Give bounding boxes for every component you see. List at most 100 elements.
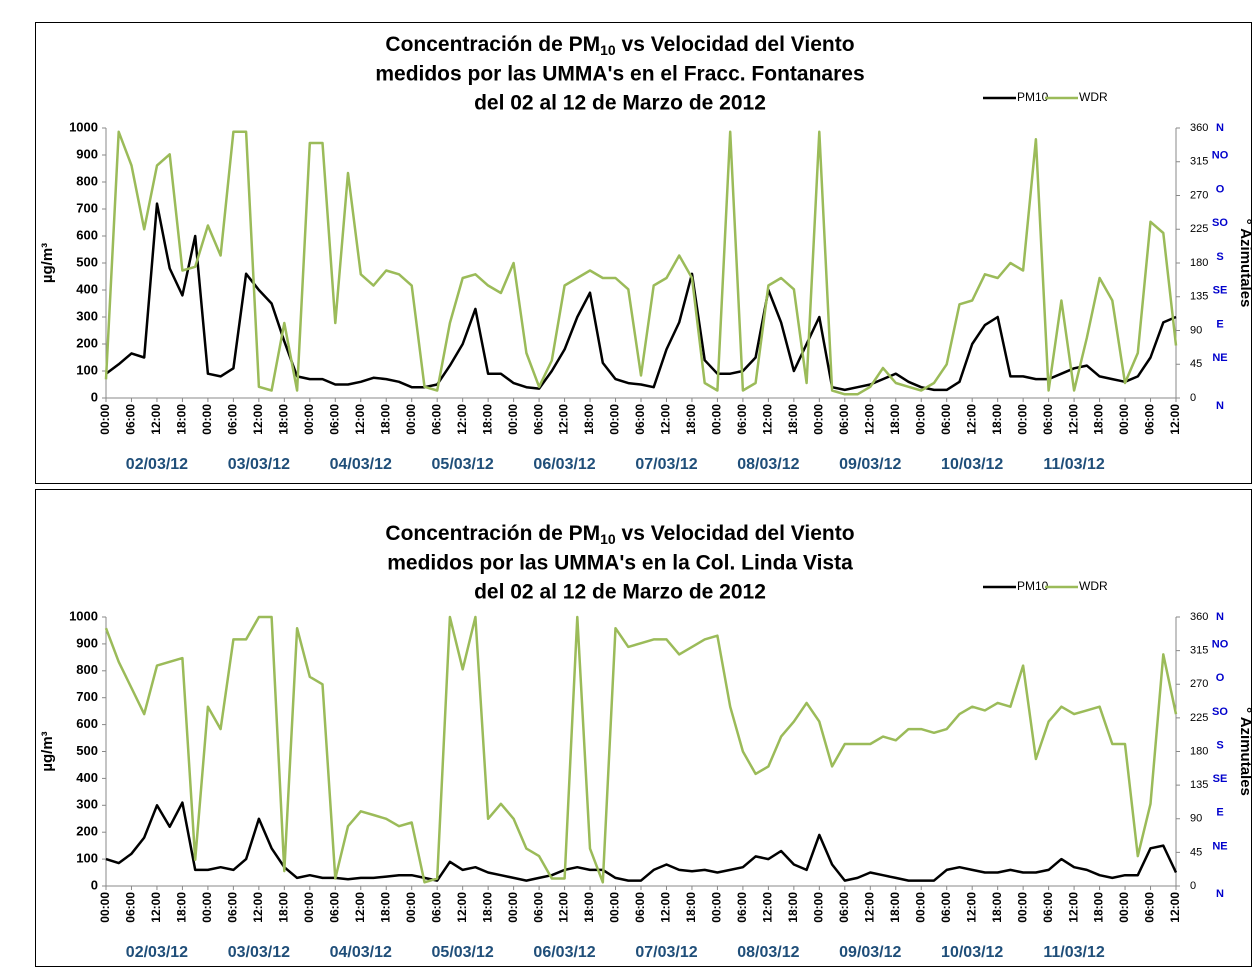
day-label: 02/03/12 <box>126 944 188 961</box>
x-tick-label: 06:00 <box>837 404 851 435</box>
x-tick-label: 12:00 <box>862 404 876 435</box>
x-tick-label: 00:00 <box>1117 892 1131 923</box>
y-tick-label: 100 <box>76 362 98 377</box>
legend-label: PM10 <box>1017 90 1049 104</box>
direction-label: SO <box>1212 706 1228 718</box>
x-tick-label: 06:00 <box>837 892 851 923</box>
x-tick-label: 00:00 <box>404 404 418 435</box>
x-tick-label: 18:00 <box>786 892 800 923</box>
x-tick-label: 00:00 <box>404 892 418 923</box>
y2-tick-label: 225 <box>1190 223 1208 235</box>
chart-title: medidos por las UMMA's en la Col. Linda … <box>387 552 853 575</box>
x-tick-label: 12:00 <box>455 404 469 435</box>
y-tick-label: 1000 <box>69 119 98 134</box>
day-label: 08/03/12 <box>737 456 799 473</box>
chart-title: medidos por las UMMA's en el Fracc. Font… <box>375 63 864 86</box>
x-tick-label: 18:00 <box>582 892 596 923</box>
day-label: 06/03/12 <box>533 456 595 473</box>
x-tick-label: 18:00 <box>888 892 902 923</box>
data-line <box>104 615 1178 884</box>
y2-tick-label: 225 <box>1190 712 1208 724</box>
x-tick-label: 00:00 <box>608 892 622 923</box>
y2-tick-label: 45 <box>1190 358 1202 370</box>
x-tick-label: 06:00 <box>531 892 545 923</box>
x-tick-label: 06:00 <box>226 404 240 435</box>
direction-label: N <box>1216 611 1224 623</box>
y-tick-label: 900 <box>76 635 98 650</box>
day-label: 11/03/12 <box>1043 456 1105 473</box>
x-tick-label: 18:00 <box>786 404 800 435</box>
title-subscript: 10 <box>600 531 616 547</box>
x-tick-label: 00:00 <box>913 404 927 435</box>
x-tick-label: 18:00 <box>582 404 596 435</box>
x-tick-label: 00:00 <box>608 404 622 435</box>
y-tick-label: 500 <box>76 743 98 758</box>
x-tick-label: 12:00 <box>659 404 673 435</box>
data-line <box>105 202 1177 392</box>
direction-label: SE <box>1213 285 1228 297</box>
y-tick-label: 300 <box>76 308 98 323</box>
x-tick-label: 18:00 <box>1092 404 1106 435</box>
day-label: 03/03/12 <box>228 456 290 473</box>
data-line <box>105 801 1178 882</box>
y-tick-label: 600 <box>76 227 98 242</box>
y-tick-label: 400 <box>76 770 98 785</box>
y2-tick-label: 135 <box>1190 779 1208 791</box>
y2-tick-label: 0 <box>1190 392 1196 404</box>
x-tick-label: 06:00 <box>327 404 341 435</box>
day-label: 02/03/12 <box>126 456 188 473</box>
direction-label: NO <box>1212 639 1229 651</box>
direction-label: SO <box>1212 217 1228 229</box>
y2-tick-label: 90 <box>1190 324 1202 336</box>
x-tick-label: 06:00 <box>1143 892 1157 923</box>
x-tick-label: 00:00 <box>98 892 112 923</box>
day-label: 03/03/12 <box>228 944 290 961</box>
x-tick-label: 06:00 <box>124 892 138 923</box>
direction-label: S <box>1216 251 1223 263</box>
x-tick-label: 18:00 <box>378 404 392 435</box>
chart-title: del 02 al 12 de Marzo de 2012 <box>474 581 766 604</box>
direction-label: O <box>1216 183 1225 195</box>
x-tick-label: 18:00 <box>277 892 291 923</box>
title-subscript: 10 <box>600 42 616 58</box>
direction-label: SE <box>1213 773 1228 785</box>
x-tick-label: 00:00 <box>200 404 214 435</box>
x-tick-label: 18:00 <box>480 404 494 435</box>
y-tick-label: 200 <box>76 335 98 350</box>
title-text: vs Velocidad del Viento <box>616 522 855 545</box>
y-tick-label: 400 <box>76 281 98 296</box>
direction-label: N <box>1216 400 1224 412</box>
x-tick-label: 06:00 <box>1041 404 1055 435</box>
x-tick-label: 12:00 <box>964 404 978 435</box>
x-tick-label: 00:00 <box>1015 404 1029 435</box>
x-tick-label: 12:00 <box>557 404 571 435</box>
y2-axis-label: ° Azimutales <box>1237 219 1252 308</box>
x-tick-label: 06:00 <box>429 892 443 923</box>
chart-title: Concentración de PM10 vs Velocidad del V… <box>385 33 854 58</box>
y2-tick-label: 180 <box>1190 257 1208 269</box>
x-tick-label: 18:00 <box>175 892 189 923</box>
y-tick-label: 700 <box>76 200 98 215</box>
x-tick-label: 12:00 <box>761 404 775 435</box>
x-tick-label: 12:00 <box>149 404 163 435</box>
x-tick-label: 00:00 <box>506 892 520 923</box>
day-label: 07/03/12 <box>635 456 697 473</box>
x-tick-label: 06:00 <box>633 404 647 435</box>
x-tick-label: 18:00 <box>1092 892 1106 923</box>
x-tick-label: 00:00 <box>1015 892 1029 923</box>
legend-label: WDR <box>1079 579 1108 593</box>
x-tick-label: 00:00 <box>302 404 316 435</box>
x-tick-label: 18:00 <box>990 892 1004 923</box>
direction-label: NE <box>1212 840 1227 852</box>
day-label: 09/03/12 <box>839 944 901 961</box>
day-label: 07/03/12 <box>635 944 697 961</box>
y-tick-label: 0 <box>91 389 98 404</box>
x-tick-label: 12:00 <box>862 892 876 923</box>
day-label: 05/03/12 <box>432 456 494 473</box>
x-tick-label: 00:00 <box>506 404 520 435</box>
y-axis-label: µg/m³ <box>39 731 56 771</box>
day-label: 10/03/12 <box>941 456 1003 473</box>
y2-tick-label: 135 <box>1190 291 1208 303</box>
day-label: 09/03/12 <box>839 456 901 473</box>
